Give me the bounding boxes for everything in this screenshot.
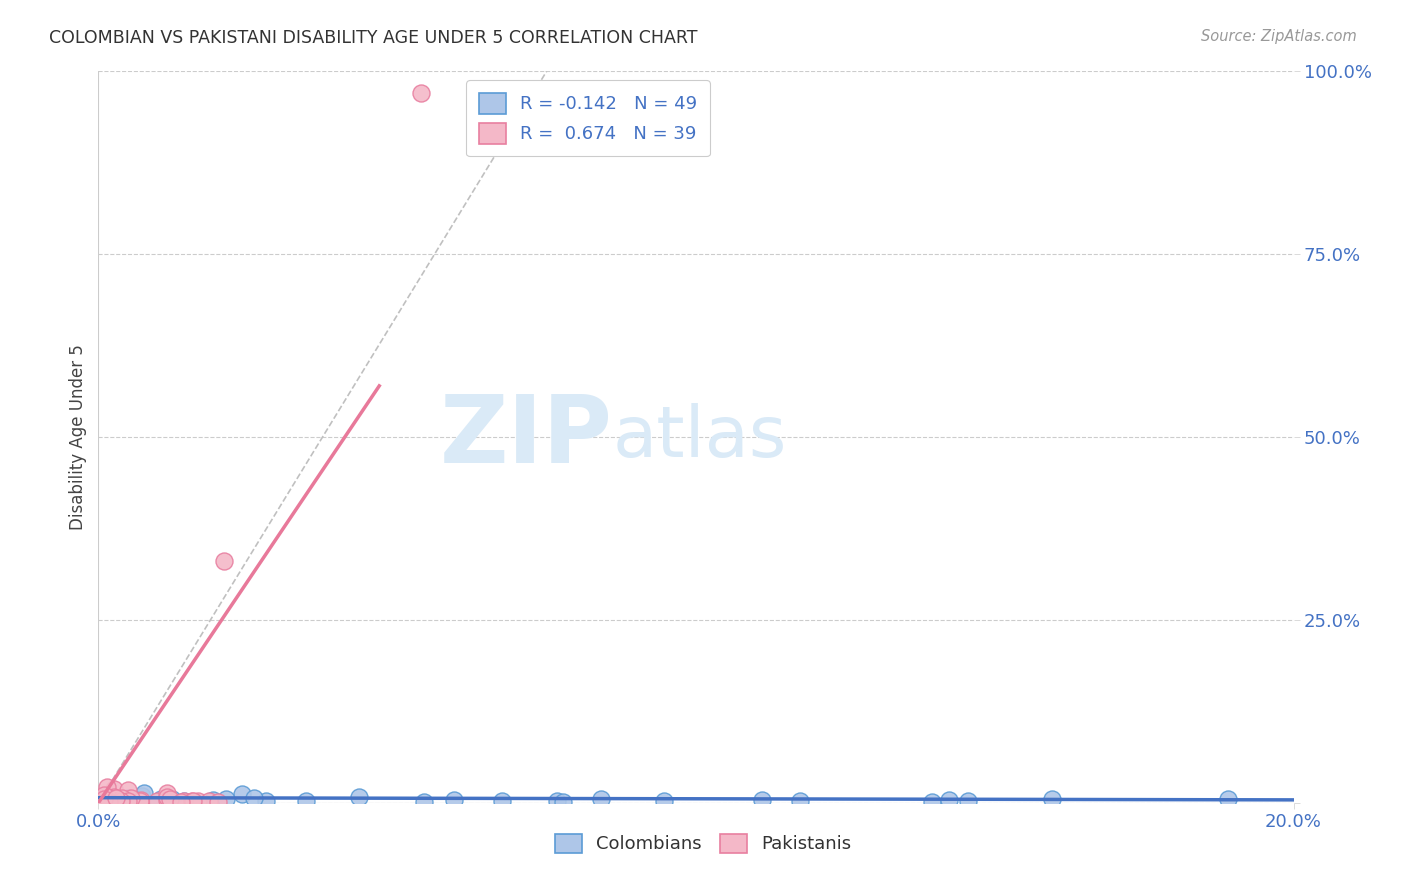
Point [131, 795, 153, 809]
Point [131, 795, 153, 809]
Point [93, 791, 115, 805]
Point [938, 793, 960, 807]
Point [1040, 792, 1063, 806]
Point [443, 793, 465, 807]
Point [97, 794, 120, 808]
Point [97, 794, 120, 808]
Point [98, 791, 121, 805]
Point [114, 791, 136, 805]
Point [156, 786, 179, 800]
Point [96, 790, 118, 805]
Point [231, 788, 253, 802]
Point [93, 789, 115, 804]
Point [591, 792, 613, 806]
Point [751, 793, 773, 807]
Point [117, 783, 139, 797]
Point [93, 789, 115, 803]
Point [546, 794, 568, 808]
Point [93, 793, 115, 807]
Point [146, 794, 169, 808]
Point [98, 795, 121, 809]
Point [110, 794, 132, 808]
Point [96, 780, 118, 794]
Point [146, 795, 169, 809]
Point [957, 794, 980, 808]
Point [173, 794, 195, 808]
Point [122, 795, 145, 809]
Point [202, 793, 225, 807]
Point [93, 794, 115, 808]
Legend: Colombians, Pakistanis: Colombians, Pakistanis [547, 827, 859, 861]
Point [104, 795, 127, 809]
Legend: R = -0.142   N = 49, R =  0.674   N = 39: R = -0.142 N = 49, R = 0.674 N = 39 [465, 80, 710, 156]
Point [93, 792, 115, 806]
Point [181, 794, 204, 808]
Point [94, 792, 117, 806]
Point [93, 794, 115, 808]
Point [93, 790, 115, 805]
Point [207, 795, 229, 809]
Point [103, 782, 125, 797]
Point [159, 792, 181, 806]
Point [170, 795, 193, 809]
Point [1218, 792, 1240, 806]
Point [131, 789, 153, 803]
Point [652, 794, 675, 808]
Point [110, 794, 132, 808]
Point [129, 793, 152, 807]
Point [187, 794, 209, 808]
Point [97, 795, 120, 809]
Point [103, 790, 125, 805]
Point [104, 793, 127, 807]
Point [215, 792, 238, 806]
Point [150, 792, 173, 806]
Text: atlas: atlas [613, 402, 787, 472]
Point [110, 795, 132, 809]
Point [156, 789, 179, 804]
Point [98, 792, 121, 806]
Point [789, 794, 811, 808]
Text: COLOMBIAN VS PAKISTANI DISABILITY AGE UNDER 5 CORRELATION CHART: COLOMBIAN VS PAKISTANI DISABILITY AGE UN… [49, 29, 697, 46]
Point [198, 794, 221, 808]
Text: Source: ZipAtlas.com: Source: ZipAtlas.com [1201, 29, 1357, 44]
Point [94, 795, 117, 809]
Point [243, 790, 266, 805]
Point [122, 792, 145, 806]
Point [155, 792, 177, 806]
Point [553, 795, 575, 809]
Point [104, 795, 127, 809]
Point [491, 794, 513, 808]
Point [93, 794, 115, 808]
Point [117, 791, 139, 805]
Point [212, 554, 235, 568]
Point [411, 87, 433, 101]
Point [254, 794, 277, 808]
Point [183, 795, 205, 809]
Point [101, 792, 124, 806]
Point [132, 786, 155, 800]
Point [104, 791, 127, 805]
Point [129, 794, 152, 808]
Point [173, 795, 195, 809]
Point [117, 794, 139, 808]
Point [160, 792, 183, 806]
Text: ZIP: ZIP [440, 391, 613, 483]
Point [111, 791, 134, 805]
Y-axis label: Disability Age Under 5: Disability Age Under 5 [69, 344, 87, 530]
Point [98, 791, 121, 805]
Point [110, 795, 132, 809]
Point [347, 790, 370, 805]
Point [100, 792, 122, 806]
Point [921, 795, 943, 809]
Point [413, 795, 436, 809]
Point [93, 792, 115, 806]
Point [180, 794, 202, 808]
Point [120, 791, 142, 805]
Point [295, 794, 318, 808]
Point [96, 793, 118, 807]
